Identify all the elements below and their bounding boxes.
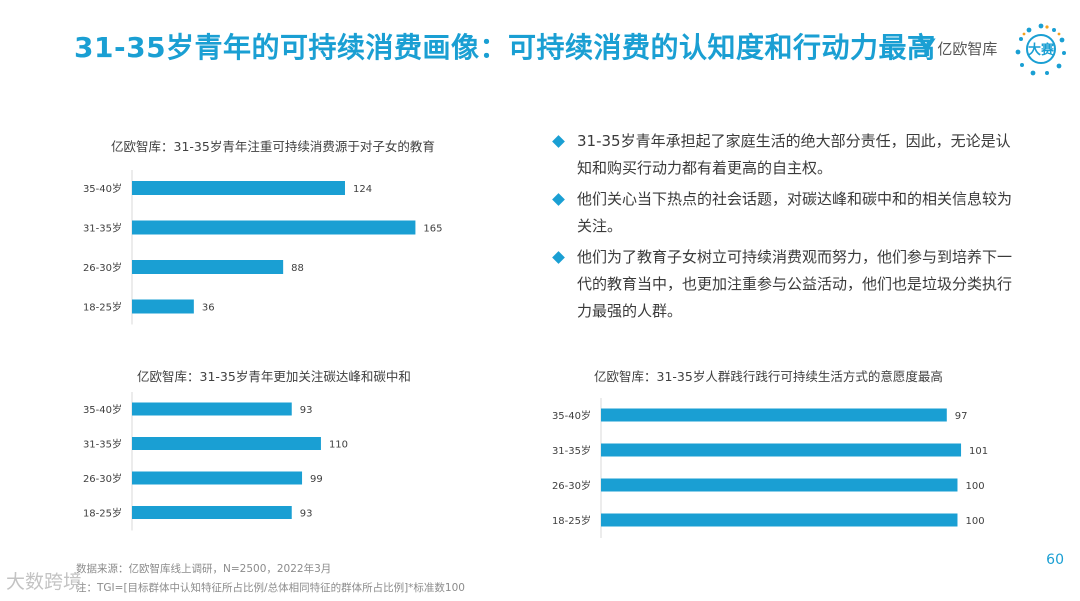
value-label: 124	[353, 184, 372, 195]
badge-text: 大赛	[1028, 42, 1055, 58]
key-findings-list: 31-35岁青年承担起了家庭生活的绝大部分责任，因此，无论是认知和购买行动力都有…	[552, 128, 1022, 329]
chart3-title: 亿欧智库：31-35岁人群践行践行可持续生活方式的意愿度最高	[594, 369, 943, 384]
chart-svg: 35-40岁 97 31-35岁 101 26-30岁 100 18-25岁 100	[552, 398, 988, 538]
source-line: 数据来源：亿欧智库线上调研，N=2500，2022年3月	[76, 563, 332, 575]
chart-sustainable-lifestyle: 35-40岁 97 31-35岁 101 26-30岁 100 18-25岁 100	[540, 398, 1020, 538]
bar	[132, 437, 321, 450]
bar	[601, 478, 958, 492]
list-item: 他们关心当下热点的社会话题，对碳达峰和碳中和的相关信息较为关注。	[552, 186, 1022, 240]
value-label: 88	[291, 263, 304, 274]
category-label: 31-35岁	[83, 438, 122, 451]
value-label: 36	[202, 303, 215, 314]
category-label: 26-30岁	[83, 472, 122, 485]
brand-logo: Y 亿欧智库	[918, 36, 997, 60]
category-label: 31-35岁	[83, 222, 122, 235]
diamond-bullet-icon	[552, 251, 565, 264]
value-label: 101	[969, 446, 988, 457]
category-label: 35-40岁	[83, 403, 122, 416]
value-label: 97	[955, 411, 968, 422]
value-label: 93	[300, 509, 313, 520]
page-title: 31-35岁青年的可持续消费画像：可持续消费的认知度和行动力最高	[74, 31, 936, 64]
value-label: 110	[329, 440, 348, 451]
value-label: 100	[965, 481, 984, 492]
diamond-bullet-icon	[552, 193, 565, 206]
chart-svg: 35-40岁 93 31-35岁 110 26-30岁 99 18-25岁 93	[83, 392, 348, 531]
page-number: 60	[1046, 552, 1064, 568]
chart1-title: 亿欧智库：31-35岁青年注重可持续消费源于对子女的教育	[111, 139, 435, 154]
bar	[132, 402, 292, 416]
logo-text: 亿欧智库	[937, 39, 998, 58]
chart-svg: 35-40岁 124 31-35岁 165 26-30岁 88 18-25岁 36	[83, 170, 443, 325]
data-source-note: 数据来源：亿欧智库线上调研，N=2500，2022年3月 注：TGI=[目标群体…	[76, 560, 465, 598]
globe-badge-icon: 大赛	[1014, 20, 1068, 76]
category-label: 35-40岁	[83, 182, 122, 195]
logo-mark-icon: Y	[918, 34, 936, 62]
list-item: 他们为了教育子女树立可持续消费观而努力，他们参与到培养下一代的教育当中，也更加注…	[552, 244, 1022, 325]
bar	[132, 506, 292, 519]
bar	[132, 471, 303, 485]
bar	[132, 220, 416, 235]
value-label: 99	[310, 474, 323, 485]
bar	[601, 408, 947, 422]
list-item: 31-35岁青年承担起了家庭生活的绝大部分责任，因此，无论是认知和购买行动力都有…	[552, 128, 1022, 182]
category-label: 18-25岁	[83, 507, 122, 520]
value-label: 100	[965, 516, 984, 527]
bar	[132, 181, 345, 195]
category-label: 26-30岁	[552, 479, 591, 492]
category-label: 18-25岁	[83, 301, 122, 314]
tgi-note: 注：TGI=[目标群体中认知特征所占比例/总体相同特征的群体所占比例]*标准数1…	[76, 582, 465, 594]
category-label: 31-35岁	[552, 444, 591, 457]
bar	[132, 260, 284, 274]
bar	[601, 513, 958, 527]
bar	[132, 299, 194, 314]
bar	[601, 443, 962, 457]
value-label: 165	[423, 224, 442, 235]
watermark-text: 大数跨境	[6, 571, 83, 593]
chart-children-education: 35-40岁 124 31-35岁 165 26-30岁 88 18-25岁 36	[76, 170, 476, 325]
diamond-bullet-icon	[552, 135, 565, 148]
category-label: 26-30岁	[83, 261, 122, 274]
chart-carbon-concern: 35-40岁 93 31-35岁 110 26-30岁 99 18-25岁 93	[76, 392, 476, 531]
value-label: 93	[300, 405, 313, 416]
chart2-title: 亿欧智库：31-35岁青年更加关注碳达峰和碳中和	[137, 369, 411, 384]
category-label: 35-40岁	[552, 409, 591, 422]
category-label: 18-25岁	[552, 514, 591, 527]
